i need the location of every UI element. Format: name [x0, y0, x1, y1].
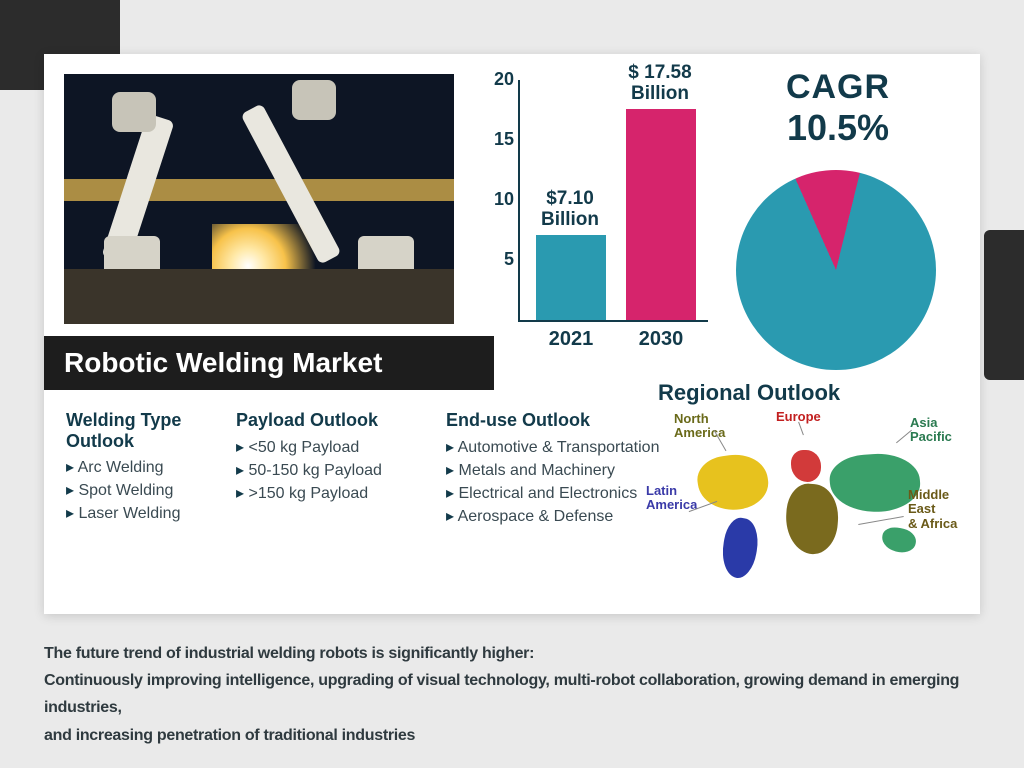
list-item: Arc Welding: [66, 457, 226, 477]
column-heading: End-use Outlook: [446, 410, 676, 431]
payload-outlook: Payload Outlook <50 kg Payload 50-150 kg …: [236, 410, 436, 506]
list-item: >150 kg Payload: [236, 483, 436, 503]
continent-shape: [784, 482, 841, 555]
y-tick: 15: [488, 129, 514, 150]
y-axis: [518, 80, 520, 320]
regional-heading: Regional Outlook: [658, 380, 958, 406]
cagr-block: CAGR 10.5%: [718, 68, 958, 149]
footer-line: Continuously improving intelligence, upg…: [44, 667, 980, 721]
y-tick: 10: [488, 189, 514, 210]
footer-line: The future trend of industrial welding r…: [44, 640, 980, 667]
bar-category: 2021: [526, 328, 616, 351]
regional-outlook: Regional Outlook NorthAmericaEuropeAsiaP…: [658, 380, 958, 600]
x-axis: [518, 320, 708, 322]
region-label: AsiaPacific: [910, 416, 952, 445]
welding-type-outlook: Welding Type Outlook Arc Welding Spot Wel…: [66, 410, 226, 526]
list-item: Metals and Machinery: [446, 460, 676, 480]
bar: [626, 109, 696, 320]
page: Robotic Welding Market 5 10 15 20 2021 $7.10…: [0, 0, 1024, 768]
list-item: 50-150 kg Payload: [236, 460, 436, 480]
hero-image-welding-robot: [64, 74, 454, 324]
region-label: MiddleEast& Africa: [908, 488, 957, 531]
list-item: Spot Welding: [66, 480, 226, 500]
world-map: NorthAmericaEuropeAsiaPacificLatinAmeric…: [658, 410, 958, 600]
list-item: Automotive & Transportation: [446, 437, 676, 457]
continent-shape: [791, 450, 821, 482]
list-item: Aerospace & Defense: [446, 506, 676, 526]
list-item: <50 kg Payload: [236, 437, 436, 457]
end-use-outlook: End-use Outlook Automotive & Transportat…: [446, 410, 676, 529]
continent-shape: [718, 516, 762, 581]
bar-value-label: $7.10 Billion: [522, 189, 618, 231]
side-decoration: [984, 230, 1024, 380]
y-tick: 5: [488, 249, 514, 270]
footer-text: The future trend of industrial welding r…: [44, 640, 980, 749]
page-title: Robotic Welding Market: [44, 336, 494, 390]
cagr-pie-chart: [736, 170, 936, 370]
column-heading: Welding Type Outlook: [66, 410, 226, 451]
y-tick: 20: [488, 69, 514, 90]
list-item: Electrical and Electronics: [446, 483, 676, 503]
list-item: Laser Welding: [66, 503, 226, 523]
leader-line: [858, 516, 903, 525]
cagr-title: CAGR: [718, 68, 958, 107]
bar: [536, 235, 606, 320]
market-size-bar-chart: 5101520 2021$7.10 Billion2030$ 17.58 Bil…: [484, 70, 724, 360]
column-heading: Payload Outlook: [236, 410, 436, 431]
infographic-card: Robotic Welding Market 5 10 15 20 2021 $7.10…: [44, 54, 980, 614]
footer-line: and increasing penetration of traditiona…: [44, 722, 980, 749]
bar-category: 2030: [616, 328, 706, 351]
bar-value-label: $ 17.58 Billion: [612, 63, 708, 105]
cagr-value: 10.5%: [718, 107, 958, 149]
region-label: LatinAmerica: [646, 484, 697, 513]
